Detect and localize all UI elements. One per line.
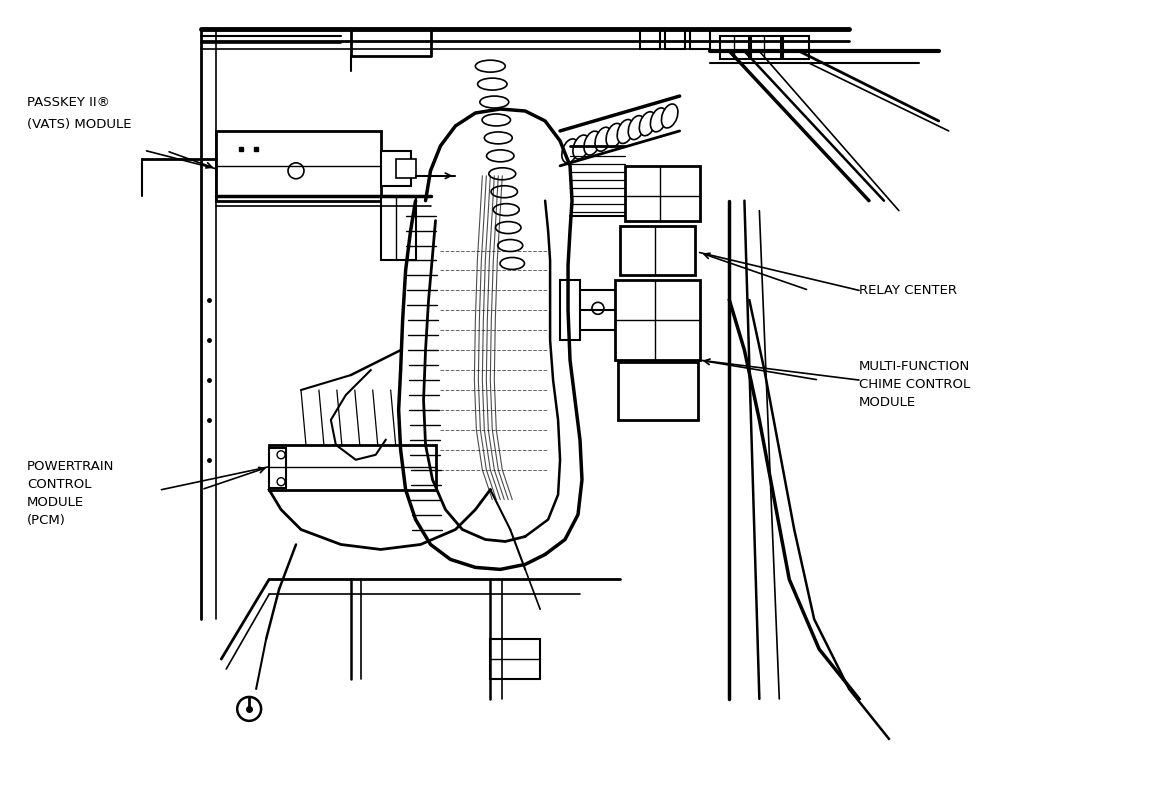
Ellipse shape xyxy=(573,135,589,159)
Text: MODULE: MODULE xyxy=(859,396,916,409)
Bar xyxy=(381,151,411,186)
Text: (VATS) MODULE: (VATS) MODULE xyxy=(27,118,132,131)
Bar xyxy=(560,280,580,340)
Ellipse shape xyxy=(479,96,508,108)
Text: PASSKEY II®: PASSKEY II® xyxy=(27,96,110,109)
Ellipse shape xyxy=(486,149,514,162)
Text: (PCM): (PCM) xyxy=(27,513,66,527)
Bar xyxy=(690,29,710,49)
Ellipse shape xyxy=(651,108,667,132)
Circle shape xyxy=(592,302,604,314)
Ellipse shape xyxy=(639,112,655,136)
Ellipse shape xyxy=(484,132,512,144)
Ellipse shape xyxy=(476,60,505,72)
Bar xyxy=(490,639,540,679)
Bar xyxy=(639,29,660,49)
Bar xyxy=(625,166,699,221)
Ellipse shape xyxy=(661,104,677,128)
Ellipse shape xyxy=(629,115,645,139)
Bar xyxy=(381,195,416,260)
Bar xyxy=(615,280,699,360)
Bar xyxy=(269,448,286,488)
Ellipse shape xyxy=(491,186,518,198)
Bar xyxy=(719,36,749,59)
Bar xyxy=(665,29,684,49)
Circle shape xyxy=(277,451,285,459)
Bar xyxy=(752,36,782,59)
Ellipse shape xyxy=(584,131,600,155)
Text: MULTI-FUNCTION: MULTI-FUNCTION xyxy=(859,360,970,373)
Text: CHIME CONTROL: CHIME CONTROL xyxy=(859,378,970,391)
Ellipse shape xyxy=(493,203,519,216)
Bar xyxy=(620,225,695,275)
Bar xyxy=(217,131,381,201)
Circle shape xyxy=(288,163,303,179)
Bar xyxy=(618,362,697,420)
Bar xyxy=(269,445,435,490)
Text: RELAY CENTER: RELAY CENTER xyxy=(859,284,957,297)
Text: MODULE: MODULE xyxy=(27,496,85,509)
Ellipse shape xyxy=(606,123,623,147)
Ellipse shape xyxy=(496,221,521,233)
Circle shape xyxy=(277,478,285,486)
Ellipse shape xyxy=(489,168,515,180)
Ellipse shape xyxy=(477,78,507,90)
Ellipse shape xyxy=(498,240,522,252)
Bar xyxy=(783,36,809,59)
Text: POWERTRAIN: POWERTRAIN xyxy=(27,460,115,473)
Ellipse shape xyxy=(617,119,633,143)
Ellipse shape xyxy=(482,114,511,126)
Bar xyxy=(396,159,416,178)
Ellipse shape xyxy=(595,127,611,151)
Ellipse shape xyxy=(500,258,525,270)
Text: CONTROL: CONTROL xyxy=(27,478,91,490)
Ellipse shape xyxy=(562,139,578,163)
Circle shape xyxy=(237,697,261,721)
